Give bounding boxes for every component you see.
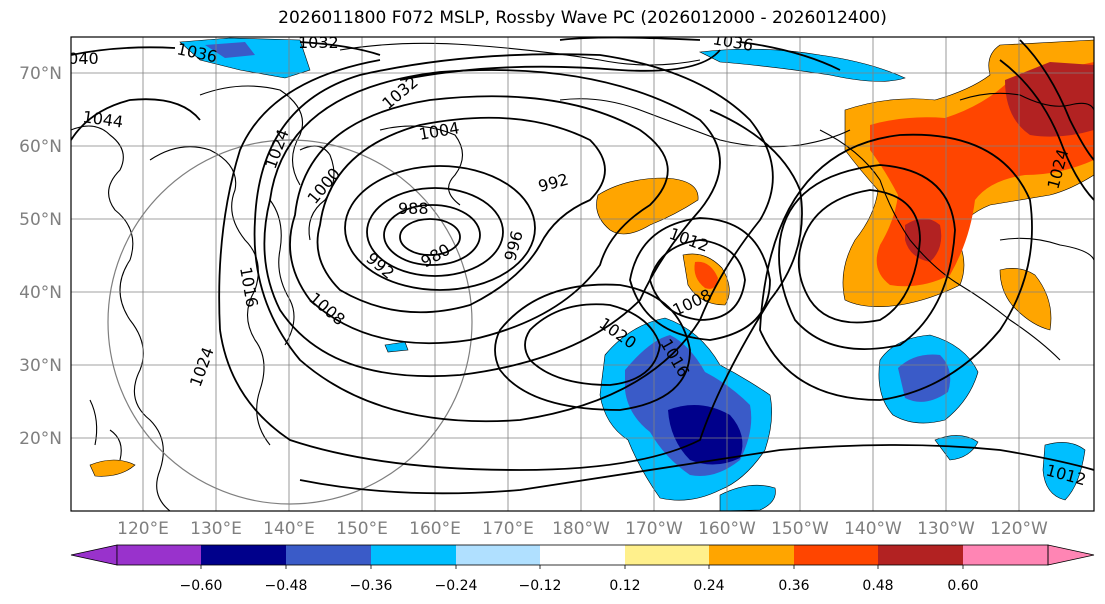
lon-label: 170°W (625, 519, 683, 539)
lon-label: 170°E (482, 519, 534, 539)
lat-label: 20°N (19, 429, 62, 449)
lat-label: 40°N (19, 283, 62, 303)
colorbar-segment (117, 545, 201, 565)
colorbar-tick-label: −0.48 (265, 578, 308, 594)
colorbar-tick-label: 0.60 (947, 578, 978, 594)
iso-label: 988 (398, 199, 429, 218)
colorbar-outline (116, 544, 1049, 566)
colorbar-segment (963, 545, 1048, 565)
colorbar-segment (201, 545, 286, 565)
colorbar-tick-label: −0.24 (435, 578, 478, 594)
colorbar-extend-high (1047, 544, 1095, 566)
colorbar-segment (286, 545, 371, 565)
colorbar-segment (371, 545, 456, 565)
map-frame (70, 36, 1095, 512)
lon-label: 120°E (117, 519, 169, 539)
lon-label: 150°W (771, 519, 829, 539)
lat-label: 70°N (19, 64, 62, 84)
lon-label: 160°E (409, 519, 461, 539)
lon-label: 130°W (917, 519, 975, 539)
range-circle (107, 139, 473, 505)
colorbar-segment (709, 545, 794, 565)
colorbar (70, 544, 1095, 569)
lat-label: 60°N (19, 137, 62, 157)
map-title: 2026011800 F072 MSLP, Rossby Wave PC (20… (278, 8, 887, 28)
colorbar-segment (794, 545, 878, 565)
colorbar-tick-label: −0.36 (350, 578, 393, 594)
lon-label: 140°E (263, 519, 315, 539)
colorbar-labels: −0.60 −0.48 −0.36 −0.24 −0.12 0.12 0.24 … (180, 578, 979, 594)
lon-label: 130°E (190, 519, 242, 539)
colorbar-extend-low (70, 544, 118, 566)
colorbar-tick-label: −0.12 (519, 578, 562, 594)
iso-label: 1032 (298, 33, 339, 52)
lon-label: 180°W (552, 519, 610, 539)
lat-label: 50°N (19, 210, 62, 230)
colorbar-segment (878, 545, 963, 565)
colorbar-tick-label: 0.24 (693, 578, 724, 594)
lon-label: 150°E (336, 519, 388, 539)
colorbar-segment (540, 545, 625, 565)
isobars (71, 37, 1094, 495)
colorbar-segment (456, 545, 540, 565)
colorbar-segment (625, 545, 709, 565)
lon-label: 140°W (844, 519, 902, 539)
lon-label: 160°W (698, 519, 756, 539)
colorbar-tick-label: 0.48 (862, 578, 893, 594)
lat-labels: 20°N 30°N 40°N 50°N 60°N 70°N (19, 64, 62, 449)
lon-label: 120°W (990, 519, 1048, 539)
colorbar-tick-label: −0.60 (180, 578, 223, 594)
iso-label: 1040 (58, 49, 99, 68)
colorbar-tick-label: 0.12 (609, 578, 640, 594)
lon-labels: 120°E 130°E 140°E 150°E 160°E 170°E 180°… (117, 519, 1048, 539)
lat-label: 30°N (19, 356, 62, 376)
colorbar-tick-label: 0.36 (778, 578, 809, 594)
